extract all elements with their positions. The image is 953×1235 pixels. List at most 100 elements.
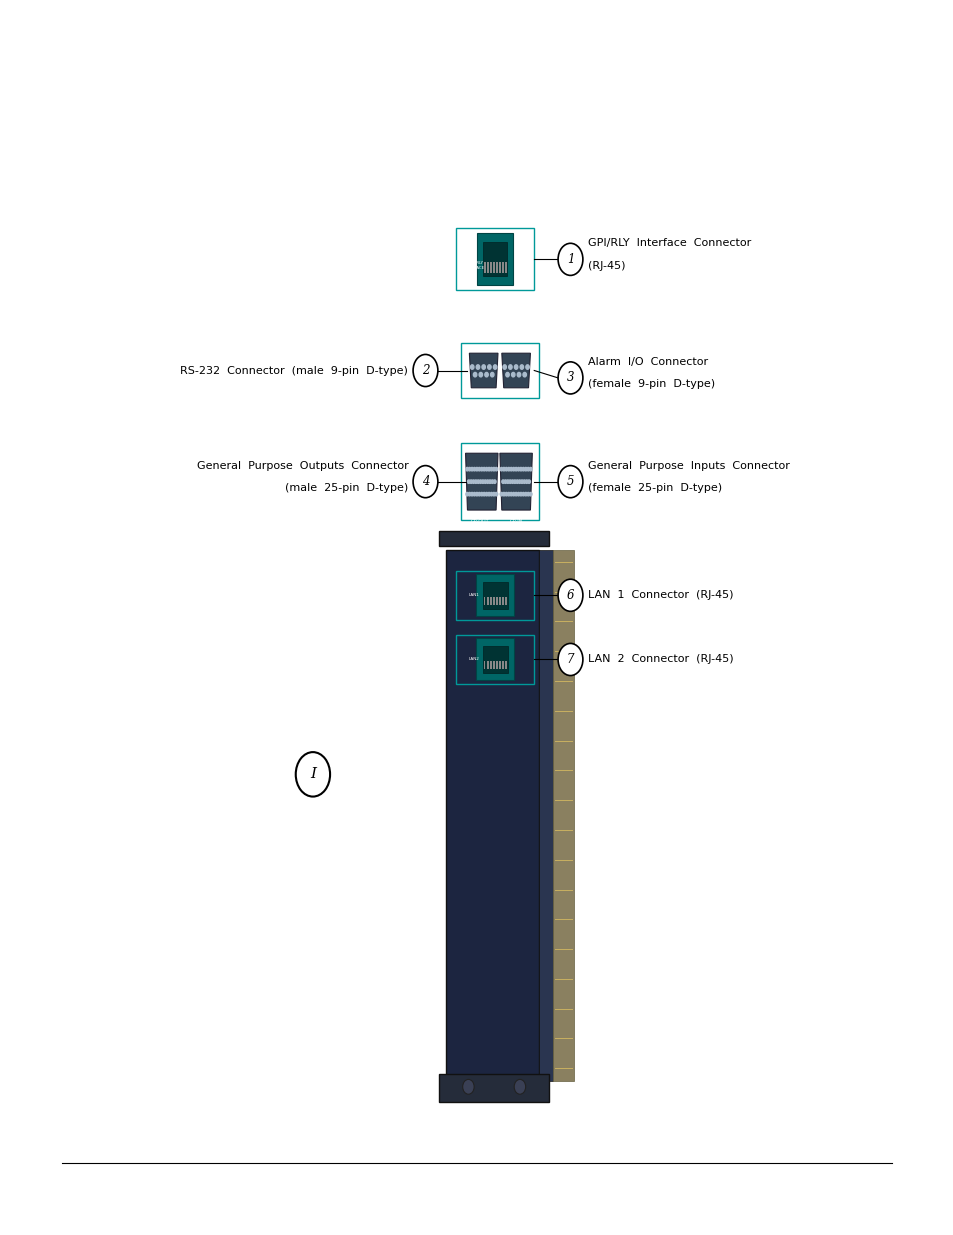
Circle shape	[476, 480, 479, 483]
Polygon shape	[438, 1074, 548, 1102]
Circle shape	[413, 354, 437, 387]
Text: (RJ-45): (RJ-45)	[587, 261, 624, 270]
Bar	[498, 597, 500, 605]
Circle shape	[520, 480, 523, 483]
Circle shape	[475, 493, 477, 496]
Text: (female  9-pin  D-type): (female 9-pin D-type)	[587, 379, 714, 389]
Circle shape	[478, 480, 481, 483]
Text: GPI/RLY  Interface  Connector: GPI/RLY Interface Connector	[587, 238, 750, 248]
Bar	[486, 661, 488, 669]
Circle shape	[529, 467, 532, 471]
Circle shape	[509, 467, 512, 471]
Bar	[496, 597, 497, 605]
Polygon shape	[465, 453, 497, 510]
Bar	[483, 597, 485, 605]
Polygon shape	[501, 353, 530, 388]
Polygon shape	[469, 353, 497, 388]
Text: LAN  2  Connector  (RJ-45): LAN 2 Connector (RJ-45)	[587, 655, 733, 664]
Polygon shape	[446, 550, 538, 1081]
Circle shape	[473, 373, 476, 377]
Circle shape	[505, 373, 509, 377]
Circle shape	[487, 493, 490, 496]
Bar	[498, 661, 500, 669]
Circle shape	[495, 493, 497, 496]
Bar	[505, 597, 507, 605]
Circle shape	[470, 364, 474, 369]
Circle shape	[477, 493, 480, 496]
Circle shape	[526, 493, 529, 496]
Circle shape	[513, 480, 516, 483]
Circle shape	[501, 480, 504, 483]
Circle shape	[558, 362, 582, 394]
Circle shape	[504, 467, 507, 471]
Text: GP-OUT: GP-OUT	[470, 519, 489, 524]
Circle shape	[465, 467, 468, 471]
Circle shape	[511, 373, 515, 377]
Text: GP-IN: GP-IN	[509, 519, 522, 524]
Circle shape	[486, 480, 489, 483]
Circle shape	[509, 493, 512, 496]
Text: LAN  1  Connector  (RJ-45): LAN 1 Connector (RJ-45)	[587, 590, 733, 600]
Bar	[456, 635, 534, 684]
Circle shape	[511, 480, 514, 483]
Bar	[456, 228, 534, 290]
Circle shape	[484, 373, 488, 377]
Circle shape	[490, 493, 493, 496]
Circle shape	[295, 752, 330, 797]
Bar	[456, 571, 534, 620]
Text: RS-232: RS-232	[461, 403, 478, 408]
Bar	[493, 661, 495, 669]
FancyBboxPatch shape	[482, 582, 507, 609]
Circle shape	[485, 493, 488, 496]
Circle shape	[502, 493, 505, 496]
FancyBboxPatch shape	[476, 574, 514, 616]
Circle shape	[480, 467, 482, 471]
Bar	[489, 661, 491, 669]
Circle shape	[517, 467, 519, 471]
Circle shape	[491, 480, 494, 483]
Circle shape	[503, 480, 506, 483]
Text: RS-232  Connector  (male  9-pin  D-type): RS-232 Connector (male 9-pin D-type)	[180, 366, 408, 375]
Circle shape	[508, 480, 511, 483]
Bar	[486, 597, 488, 605]
Circle shape	[512, 467, 515, 471]
Polygon shape	[438, 531, 548, 546]
Text: 1: 1	[566, 253, 574, 266]
Circle shape	[483, 480, 486, 483]
Text: (male  25-pin  D-type): (male 25-pin D-type)	[285, 483, 408, 493]
Bar	[483, 661, 485, 669]
Circle shape	[499, 493, 502, 496]
Bar	[501, 661, 503, 669]
FancyBboxPatch shape	[482, 646, 507, 673]
Circle shape	[488, 480, 491, 483]
Circle shape	[558, 579, 582, 611]
Bar	[501, 597, 503, 605]
Text: GPI / RLY
INTERFACE: GPI / RLY INTERFACE	[463, 262, 484, 269]
Circle shape	[517, 373, 520, 377]
Circle shape	[525, 480, 528, 483]
Circle shape	[529, 493, 532, 496]
Circle shape	[476, 364, 479, 369]
Circle shape	[519, 364, 523, 369]
Circle shape	[521, 493, 524, 496]
Circle shape	[506, 480, 509, 483]
Circle shape	[490, 467, 493, 471]
Circle shape	[558, 643, 582, 676]
Bar	[496, 262, 497, 273]
Circle shape	[493, 364, 497, 369]
Polygon shape	[499, 453, 532, 510]
Text: I: I	[310, 767, 315, 782]
Circle shape	[517, 493, 519, 496]
Circle shape	[514, 364, 517, 369]
Circle shape	[499, 467, 502, 471]
Text: ALARM
I/O: ALARM I/O	[508, 401, 523, 409]
Circle shape	[522, 373, 526, 377]
Text: LAN2: LAN2	[468, 657, 479, 662]
Bar	[496, 661, 497, 669]
Bar	[460, 443, 538, 520]
Circle shape	[508, 364, 512, 369]
Bar	[460, 343, 538, 398]
Circle shape	[473, 493, 476, 496]
FancyBboxPatch shape	[476, 638, 514, 680]
Circle shape	[512, 493, 515, 496]
